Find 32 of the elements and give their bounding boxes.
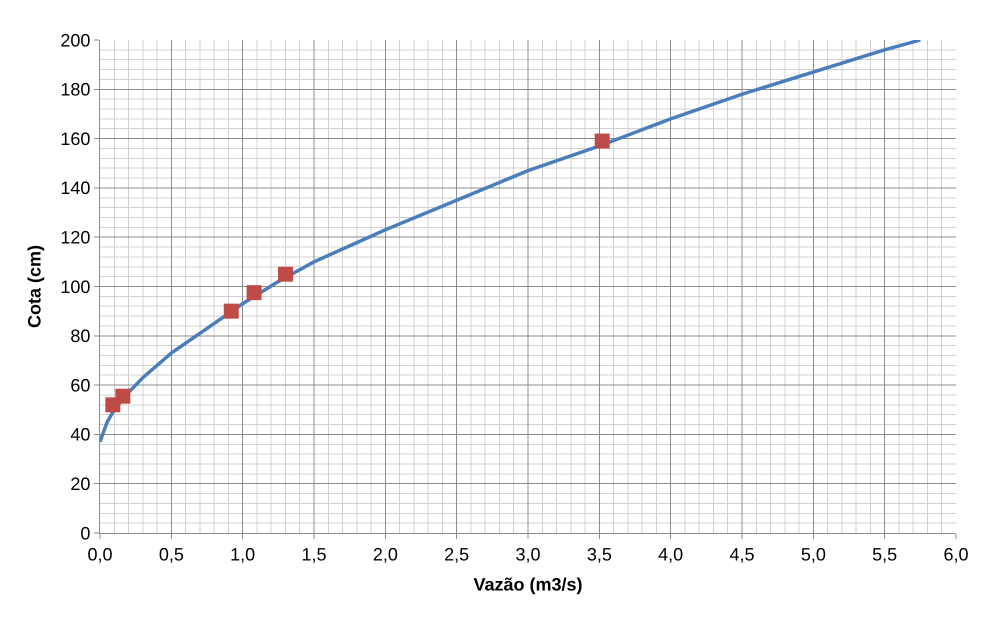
x-tick-label: 2,5 [444, 544, 470, 565]
x-tick-label: 2,0 [372, 544, 398, 565]
x-tick-label: 3,5 [586, 544, 612, 565]
x-axis-title: Vazão (m3/s) [473, 574, 583, 595]
point [115, 388, 130, 404]
y-tick-label: 0 [80, 523, 90, 544]
y-axis-title: Cota (cm) [24, 244, 45, 328]
point [224, 304, 239, 319]
line-series [100, 40, 922, 444]
y-tick-label: 60 [70, 375, 90, 396]
y-tick-label: 160 [60, 128, 90, 149]
point [594, 134, 610, 149]
x-tick-label: 4,5 [729, 544, 755, 565]
x-tick-label: 6,0 [943, 544, 969, 565]
x-tick-label: 1,5 [301, 544, 327, 565]
point [278, 266, 293, 282]
point [246, 285, 262, 300]
x-tick-label: 0,0 [87, 544, 113, 565]
y-tick-label: 180 [60, 80, 90, 100]
y-tick-label: 40 [70, 424, 90, 445]
x-tick-label: 1,0 [230, 544, 256, 565]
y-tick-label: 120 [60, 228, 90, 248]
y-tick-label: 140 [60, 178, 90, 198]
x-tick-label: 0,5 [158, 544, 184, 565]
x-tick-label: 4,0 [658, 544, 684, 565]
y-tick-label: 20 [70, 474, 90, 494]
y-tick-label: 100 [60, 276, 90, 297]
y-tick-label: 80 [70, 326, 90, 346]
x-tick-label: 5,0 [800, 544, 826, 565]
x-tick-label: 3,0 [515, 544, 541, 565]
y-tick-label: 200 [60, 30, 90, 50]
x-tick-label: 5,5 [872, 544, 898, 565]
